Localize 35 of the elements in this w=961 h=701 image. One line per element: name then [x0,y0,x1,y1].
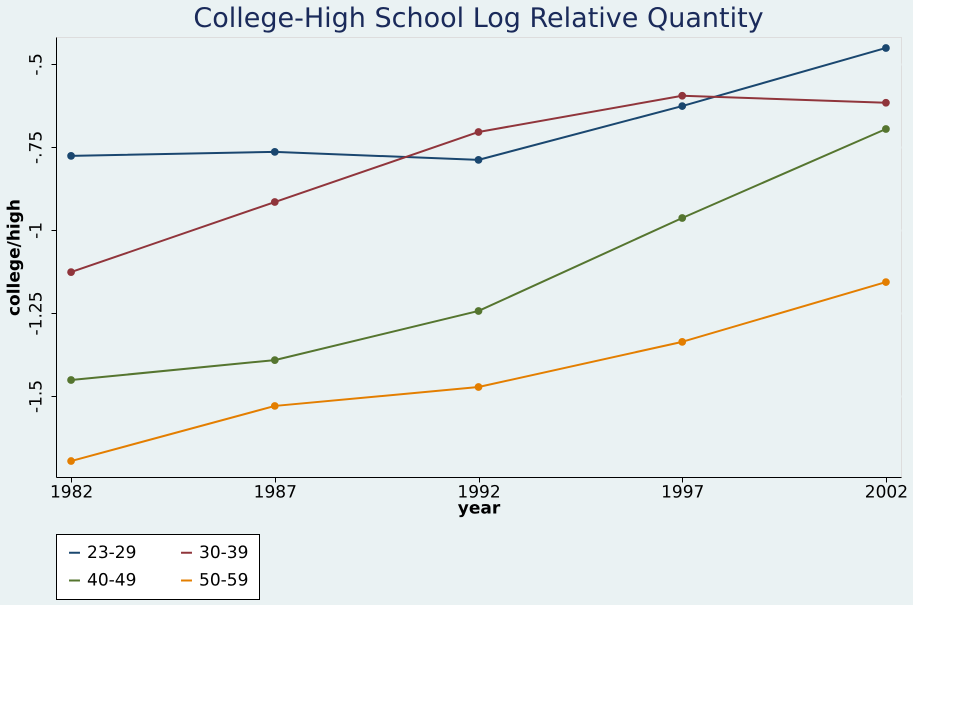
point [270,402,279,410]
y-tick-label: -1.5 [26,380,46,414]
point [678,338,686,346]
point [678,214,686,222]
y-axis-title: college/high [4,198,24,316]
point [882,44,890,52]
y-tick-label: -1 [26,222,46,239]
chart-title: College-High School Log Relative Quantity [193,3,764,34]
point [882,125,890,133]
y-tick-label: -.5 [26,53,46,76]
point [67,376,75,384]
point [678,102,686,110]
y-tick-label: -.75 [26,130,46,164]
point [67,457,75,465]
y-tick-label: -1.25 [26,291,46,336]
x-tick-label: 1987 [254,482,297,502]
point [882,98,890,107]
point [882,278,890,286]
point [67,268,75,276]
point [474,128,482,136]
x-tick-label: 2002 [864,482,908,502]
point [67,152,75,160]
legend-label: 23-29 [87,542,136,563]
point [678,92,686,100]
legend-label: 50-59 [199,570,248,590]
legend-label: 40-49 [87,570,136,590]
x-tick-label: 1997 [661,482,704,502]
point [474,156,482,164]
legend-label: 30-39 [199,542,248,563]
point [270,356,279,364]
point [474,383,482,391]
point [474,307,482,315]
point [270,148,279,156]
x-tick-label: 1982 [50,482,94,502]
point [270,198,279,206]
